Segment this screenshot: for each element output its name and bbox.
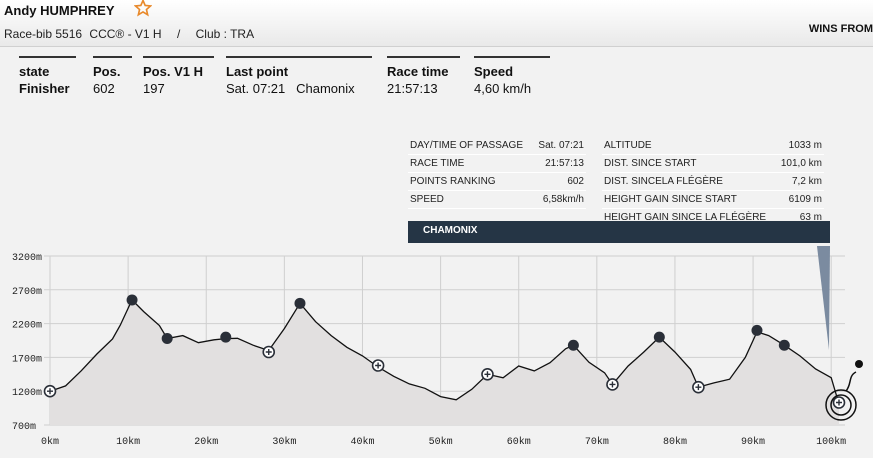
- stat-label: Speed: [474, 64, 514, 79]
- info-row: DIST. SINCE START 101,0 km: [602, 155, 824, 173]
- stat-value: Sat. 07:21 Chamonix: [226, 81, 355, 96]
- info-row: SPEED 6,58km/h: [408, 191, 586, 209]
- checkpoint-marker-passed[interactable]: [778, 339, 790, 351]
- info-key: HEIGHT GAIN SINCE START: [604, 194, 737, 205]
- checkpoint-markers: [43, 294, 846, 409]
- x-tick-label: 10km: [116, 436, 140, 448]
- info-row: DAY/TIME OF PASSAGE Sat. 07:21: [408, 137, 586, 155]
- x-tick-label: 80km: [663, 436, 687, 448]
- wins-from-label[interactable]: WINS FROM: [808, 23, 873, 35]
- info-key: HEIGHT GAIN SINCE LA FLÉGÈRE: [604, 212, 767, 223]
- y-tick-label: 1700m: [12, 354, 42, 365]
- checkpoint-marker[interactable]: [832, 396, 846, 409]
- checkpoint-name: CHAMONIX: [423, 225, 478, 236]
- info-key: SPEED: [410, 194, 444, 205]
- stat-position: Pos. 602: [93, 56, 132, 96]
- runner-header: Andy HUMPHREY Race-bib 5516 CCC® - V1 H …: [0, 0, 873, 47]
- stat-label: state: [19, 64, 50, 79]
- stat-category-position: Pos. V1 H 197: [143, 56, 214, 96]
- info-row: POINTS RANKING 602: [408, 173, 586, 191]
- star-outline-icon[interactable]: [134, 0, 152, 17]
- info-value: 63 m: [799, 212, 822, 223]
- checkpoint-marker[interactable]: [692, 380, 705, 394]
- info-value: 6109 m: [788, 194, 822, 205]
- info-value: 602: [567, 176, 584, 187]
- stat-last-point: Last point Sat. 07:21 Chamonix: [226, 56, 372, 96]
- stat-race-time: Race time 21:57:13: [387, 56, 460, 96]
- info-key: ALTITUDE: [604, 140, 652, 151]
- category: CCC® - V1 H: [89, 27, 162, 41]
- checkpoint-marker-passed[interactable]: [294, 297, 306, 309]
- stat-value: 602: [93, 81, 115, 96]
- checkpoint-marker[interactable]: [262, 345, 276, 359]
- y-tick-label: 2200m: [12, 321, 42, 332]
- race-bib: Race-bib 5516: [4, 27, 83, 41]
- elevation-profile-chart[interactable]: 0km 10km 20km 30km 40km 50km 60km 70km 80km 90km 1…: [0, 246, 873, 458]
- info-value: 7,2 km: [791, 176, 822, 187]
- y-tick-label: 1200m: [12, 388, 42, 399]
- stat-state: state Finisher: [19, 56, 76, 96]
- stats-row: state Finisher Pos. 602 Pos. V1 H 197 La…: [0, 56, 873, 106]
- x-tick-label: 50km: [429, 436, 453, 448]
- info-value: 6,58km/h: [542, 194, 584, 205]
- x-tick-label: 70km: [585, 436, 609, 448]
- checkpoint-marker-passed[interactable]: [567, 339, 579, 351]
- stat-value: 21:57:13: [387, 81, 438, 96]
- stat-label: Last point: [226, 64, 289, 79]
- stat-label: Race time: [387, 64, 449, 79]
- info-key: DAY/TIME OF PASSAGE: [410, 140, 523, 151]
- info-row: ALTITUDE 1033 m: [602, 137, 824, 155]
- info-value: Sat. 07:21: [538, 140, 584, 151]
- info-value: 21:57:13: [545, 158, 584, 169]
- checkpoint-pointer: [817, 246, 830, 350]
- club: Club : TRA: [195, 27, 255, 41]
- stat-label: Pos.: [93, 64, 121, 79]
- x-tick-label: 0km: [41, 436, 59, 448]
- checkpoint-marker[interactable]: [371, 359, 385, 372]
- stat-value: 197: [143, 81, 165, 96]
- checkpoint-marker[interactable]: [606, 378, 619, 391]
- stat-label: Pos. V1 H: [143, 64, 203, 79]
- bib-line: Race-bib 5516 CCC® - V1 H / Club : TRA: [4, 27, 258, 41]
- checkpoint-marker-passed[interactable]: [126, 294, 138, 306]
- info-key: RACE TIME: [410, 158, 465, 169]
- x-tick-label: 100km: [816, 436, 846, 448]
- x-axis-ticks: 0km 10km 20km 30km 40km 50km 60km 70km 80km 90km 1…: [41, 436, 846, 448]
- y-tick-label: 2700m: [12, 287, 42, 298]
- x-tick-label: 40km: [350, 436, 374, 448]
- checkpoint-marker-passed[interactable]: [653, 331, 665, 343]
- info-row: HEIGHT GAIN SINCE START 6109 m: [602, 191, 824, 209]
- finish-swirl-icon: [825, 360, 863, 421]
- stat-speed: Speed 4,60 km/h: [474, 56, 550, 96]
- info-key: POINTS RANKING: [410, 176, 496, 187]
- stat-value: Finisher: [19, 81, 70, 96]
- info-row: DIST. SINCELA FLÉGÈRE 7,2 km: [602, 173, 824, 191]
- checkpoint-marker[interactable]: [481, 368, 494, 381]
- x-tick-label: 90km: [741, 436, 765, 448]
- passage-info-left: DAY/TIME OF PASSAGE Sat. 07:21 RACE TIME 2…: [408, 137, 586, 209]
- separator: /: [176, 27, 181, 41]
- y-tick-label: 3200m: [12, 253, 42, 264]
- checkpoint-marker-passed[interactable]: [220, 331, 232, 343]
- runner-name: Andy HUMPHREY: [4, 3, 115, 18]
- info-value: 1033 m: [788, 140, 822, 151]
- info-key: DIST. SINCELA FLÉGÈRE: [604, 176, 723, 187]
- checkpoint-marker-passed[interactable]: [751, 324, 763, 336]
- passage-info-right: ALTITUDE 1033 m DIST. SINCE START 101,0 km…: [602, 137, 824, 227]
- x-tick-label: 30km: [272, 436, 296, 448]
- info-key: DIST. SINCE START: [604, 158, 697, 169]
- elevation-area: [50, 299, 839, 425]
- stat-value: 4,60 km/h: [474, 81, 532, 96]
- info-value: 101,0 km: [780, 158, 822, 169]
- y-axis-ticks: 3200m 2700m 2200m 1700m 1200m 700m: [12, 253, 42, 433]
- checkpoint-marker[interactable]: [43, 384, 57, 398]
- info-row: RACE TIME 21:57:13: [408, 155, 586, 173]
- checkpoint-marker-passed[interactable]: [161, 332, 173, 344]
- y-tick-label: 700m: [12, 422, 36, 433]
- x-tick-label: 20km: [194, 436, 218, 448]
- checkpoint-banner: CHAMONIX: [408, 221, 830, 243]
- x-tick-label: 60km: [507, 436, 531, 448]
